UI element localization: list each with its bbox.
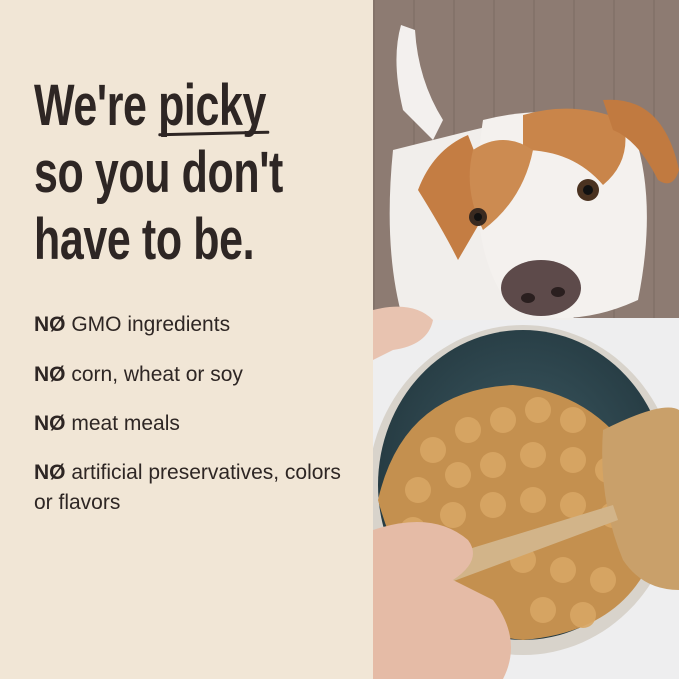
list-item: NØ artificial preservatives, colors or f… bbox=[34, 461, 341, 514]
headline: We're picky so you don't have to be. bbox=[34, 72, 404, 273]
headline-line2: so you don't bbox=[34, 140, 283, 205]
list-item: NØ meat meals bbox=[34, 412, 180, 435]
measuring-scoop bbox=[602, 407, 679, 590]
headline-line3: have to be. bbox=[34, 207, 255, 272]
dog bbox=[389, 25, 679, 320]
hand bbox=[373, 306, 433, 360]
text-panel: We're picky so you don't have to be. NØ … bbox=[34, 73, 344, 540]
list-item: NØ corn, wheat or soy bbox=[34, 363, 243, 386]
dog-food-photo bbox=[373, 0, 679, 679]
feature-list: NØ GMO ingredients NØ corn, wheat or soy… bbox=[34, 310, 344, 540]
list-item: NØ GMO ingredients bbox=[34, 313, 231, 336]
headline-line1: We're bbox=[34, 73, 159, 138]
headline-emphasis: picky bbox=[158, 72, 269, 139]
hand bbox=[373, 522, 511, 679]
